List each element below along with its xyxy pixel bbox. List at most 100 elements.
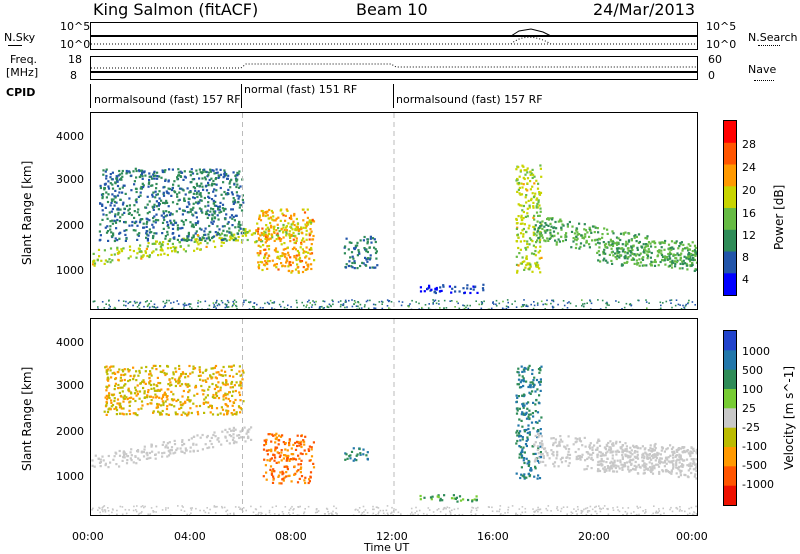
heatmap-cell <box>294 241 297 245</box>
heatmap-cell <box>681 465 684 468</box>
heatmap-cell <box>153 303 156 306</box>
heatmap-cell <box>269 299 272 302</box>
heatmap-cell <box>656 254 660 257</box>
heatmap-cell <box>172 371 175 374</box>
heatmap-cell <box>643 249 646 252</box>
heatmap-cell <box>652 449 655 452</box>
heatmap-cell <box>300 434 303 438</box>
heatmap-cell <box>218 233 221 236</box>
heatmap-cell <box>527 415 530 419</box>
heatmap-cell <box>263 234 266 237</box>
heatmap-cell <box>234 398 237 402</box>
heatmap-cell <box>159 411 162 415</box>
heatmap-cell <box>594 506 596 509</box>
heatmap-cell <box>466 304 469 307</box>
heatmap-cell <box>588 243 591 246</box>
xtick-0000: 00:00 <box>72 530 104 543</box>
heatmap-cell <box>364 304 366 306</box>
heatmap-cell <box>524 173 527 176</box>
heatmap-cell <box>146 237 149 240</box>
heatmap-cell <box>297 463 300 466</box>
heatmap-cell <box>304 481 307 485</box>
colorbar-step <box>724 350 736 371</box>
heatmap-cell <box>204 239 207 242</box>
heatmap-cell <box>685 303 687 306</box>
heatmap-cell <box>137 513 140 515</box>
heatmap-cell <box>548 457 551 460</box>
heatmap-cell <box>581 511 583 514</box>
heatmap-cell <box>238 170 241 173</box>
heatmap-cell <box>475 499 478 502</box>
heatmap-cell <box>345 237 348 240</box>
heatmap-cell <box>148 395 151 398</box>
heatmap-cell <box>174 451 177 454</box>
heatmap-cell <box>523 429 526 432</box>
heatmap-cell <box>686 450 689 453</box>
heatmap-cell <box>225 239 228 242</box>
heatmap-cell <box>116 218 119 222</box>
heatmap-cell <box>637 507 639 509</box>
heatmap-cell <box>103 249 106 252</box>
heatmap-cell <box>199 193 202 196</box>
heatmap-cell <box>646 243 649 246</box>
heatmap-cell <box>627 468 630 471</box>
heatmap-cell <box>675 299 678 301</box>
heatmap-cell <box>186 414 189 417</box>
heatmap-cell <box>143 506 145 509</box>
heatmap-cell <box>532 196 536 199</box>
heatmap-cell <box>635 240 638 243</box>
heatmap-cell <box>226 411 229 414</box>
heatmap-cell <box>615 440 618 443</box>
heatmap-cell <box>654 242 657 245</box>
heatmap-cell <box>580 234 583 237</box>
heatmap-cell <box>128 207 131 210</box>
heatmap-cell <box>575 305 577 307</box>
heatmap-cell <box>135 169 138 173</box>
heatmap-cell <box>167 388 170 391</box>
heatmap-cell <box>633 464 636 467</box>
heatmap-cell <box>159 370 162 373</box>
heatmap-cell <box>637 233 641 236</box>
heatmap-cell <box>302 226 305 229</box>
heatmap-cell <box>521 436 524 439</box>
heatmap-cell <box>663 461 666 464</box>
heatmap-cell <box>687 301 690 304</box>
heatmap-cell <box>231 234 234 237</box>
heatmap-cell <box>533 182 536 185</box>
heatmap-cell <box>198 227 202 230</box>
heatmap-cell <box>518 186 521 189</box>
heatmap-cell <box>123 378 126 382</box>
heatmap-cell <box>127 302 130 305</box>
heatmap-cell <box>360 513 363 515</box>
heatmap-cell <box>693 475 696 478</box>
heatmap-cell <box>207 236 210 239</box>
heatmap-cell <box>616 255 619 258</box>
heatmap-cell <box>309 219 312 222</box>
heatmap-cell <box>212 240 215 243</box>
heatmap-cell <box>310 446 313 449</box>
heatmap-cell <box>616 506 619 508</box>
heatmap-cell <box>125 229 128 232</box>
heatmap-cell <box>507 509 509 511</box>
heatmap-cell <box>293 256 296 259</box>
heatmap-cell <box>300 459 303 462</box>
heatmap-cell <box>647 241 651 244</box>
heatmap-cell <box>257 265 260 268</box>
heatmap-cell <box>516 177 519 181</box>
heatmap-cell <box>213 188 216 191</box>
heatmap-cell <box>307 481 310 485</box>
heatmap-cell <box>252 305 254 308</box>
heatmap-cell <box>603 446 606 449</box>
heatmap-cell <box>623 449 626 452</box>
heatmap-cell <box>443 507 445 509</box>
heatmap-cell <box>121 386 124 389</box>
heatmap-cell <box>564 238 567 242</box>
heatmap-cell <box>677 247 680 250</box>
heatmap-cell <box>150 445 153 448</box>
heatmap-cell <box>359 264 362 268</box>
cpid-segment-1: normalsound (fast) 157 RF <box>94 93 241 106</box>
heatmap-cell <box>543 229 546 232</box>
heatmap-cell <box>161 201 165 204</box>
heatmap-cell <box>589 300 592 303</box>
heatmap-cell <box>550 234 553 237</box>
